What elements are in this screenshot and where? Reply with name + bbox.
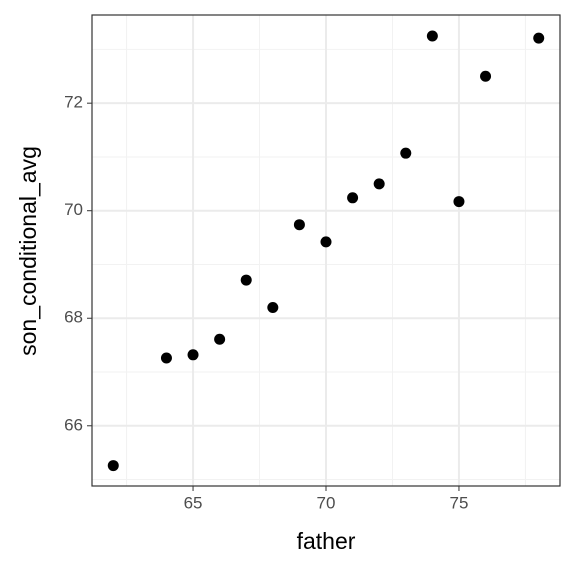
x-tick-label: 70 (317, 493, 336, 512)
point (533, 32, 545, 44)
point (426, 30, 438, 42)
x-tick-label: 65 (184, 493, 203, 512)
panel-border (91, 14, 561, 487)
y-axis-title: son_conditional_avg (15, 146, 41, 356)
x-axis-title: father (297, 528, 356, 554)
point (293, 219, 305, 231)
y-tick-label: 70 (64, 200, 83, 219)
point (214, 333, 226, 345)
point (107, 460, 119, 472)
point (400, 147, 412, 159)
y-tick-label: 72 (64, 93, 83, 112)
y-tick-label: 68 (64, 308, 83, 327)
point (453, 196, 465, 208)
point (240, 274, 252, 286)
point (160, 352, 172, 364)
point (267, 301, 279, 313)
x-tick-label: 75 (449, 493, 468, 512)
point (347, 192, 359, 204)
point (320, 236, 332, 248)
point (480, 70, 492, 82)
point (187, 349, 199, 361)
point (373, 178, 385, 190)
y-tick-label: 66 (64, 415, 83, 434)
